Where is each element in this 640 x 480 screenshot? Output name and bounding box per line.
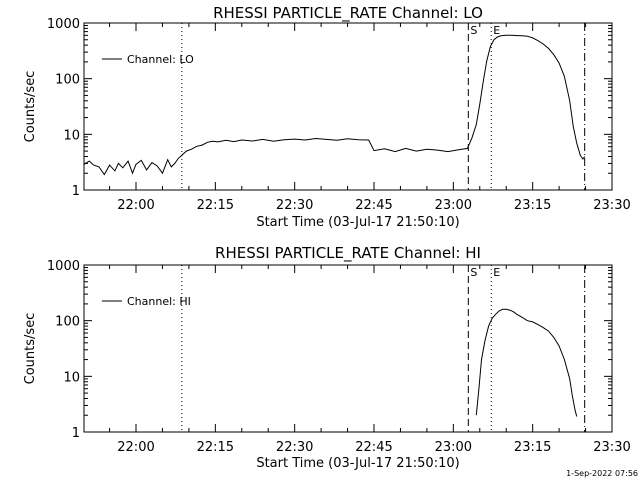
event-marker-label: S — [470, 24, 477, 37]
y-tick-label: 10 — [63, 370, 80, 385]
y-axis-label: Counts/sec — [23, 71, 38, 143]
y-tick-label: 100 — [55, 315, 80, 330]
x-tick-label: 22:15 — [197, 440, 234, 455]
x-tick-label: 22:15 — [197, 198, 234, 213]
legend-label: Channel: HI — [127, 295, 191, 308]
event-marker-label: E — [493, 24, 500, 37]
x-tick-label: 23:30 — [593, 198, 630, 213]
x-tick-label: 22:45 — [355, 198, 392, 213]
x-tick-label: 22:30 — [276, 198, 313, 213]
series-line — [475, 308, 578, 417]
x-tick-label: 22:30 — [276, 440, 313, 455]
panel-lo: RHESSI PARTICLE_RATE Channel: LO 1 10 100 10… — [23, 4, 631, 230]
series-line — [83, 34, 586, 176]
y-tick-label: 100 — [55, 73, 80, 88]
plot-frame — [83, 264, 613, 433]
y-tick-label: 1 — [72, 426, 80, 441]
event-marker-label: E — [493, 266, 500, 279]
x-tick-label: 23:30 — [593, 440, 630, 455]
x-tick-label: 22:00 — [117, 440, 154, 455]
x-tick-label: 22:00 — [117, 198, 154, 213]
event-marker-label: S — [470, 266, 477, 279]
y-tick-label: 1000 — [47, 259, 80, 274]
panel-hi: RHESSI PARTICLE_RATE Channel: HI 1 10 100 10… — [23, 244, 631, 471]
timestamp-footer: 1-Sep-2022 07:56 — [566, 469, 638, 478]
chart-title: RHESSI PARTICLE_RATE Channel: LO — [213, 4, 483, 23]
x-axis-label: Start Time (03-Jul-17 21:50:10) — [256, 215, 459, 230]
x-axis-label: Start Time (03-Jul-17 21:50:10) — [256, 456, 459, 471]
y-tick-label: 10 — [63, 128, 80, 143]
plot-frame — [83, 22, 613, 191]
chart-title: RHESSI PARTICLE_RATE Channel: HI — [215, 244, 481, 263]
y-tick-label: 1 — [72, 184, 80, 199]
x-tick-label: 23:15 — [514, 198, 551, 213]
x-tick-label: 23:00 — [435, 440, 472, 455]
x-tick-label: 23:00 — [435, 198, 472, 213]
x-tick-label: 22:45 — [355, 440, 392, 455]
y-tick-label: 1000 — [47, 17, 80, 32]
legend-label: Channel: LO — [127, 53, 194, 66]
y-axis-label: Counts/sec — [23, 313, 38, 385]
x-tick-label: 23:15 — [514, 440, 551, 455]
